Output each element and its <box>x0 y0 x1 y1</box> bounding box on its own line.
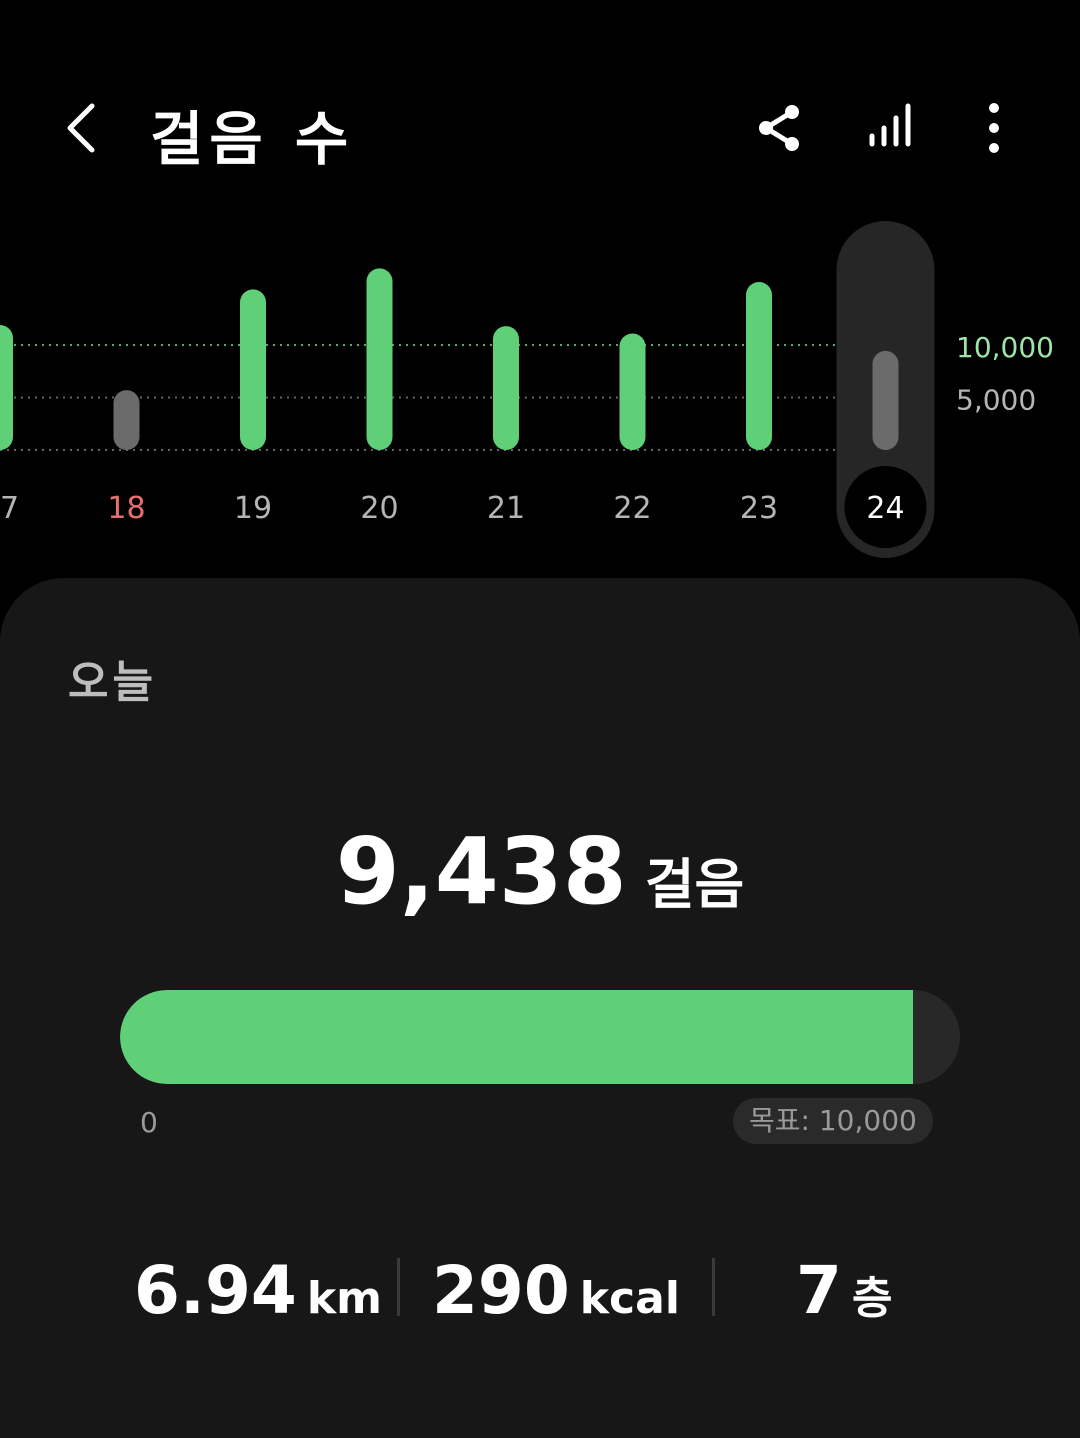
distance-unit: km <box>306 1273 382 1324</box>
day-label-17[interactable]: 17 <box>0 491 19 526</box>
floors-unit: 층 <box>851 1273 893 1324</box>
distance-value: 6.94 <box>134 1252 297 1329</box>
chevron-left-icon <box>67 103 95 153</box>
distance-stat: 6.94 km <box>134 1252 382 1329</box>
bar-19[interactable] <box>240 289 266 450</box>
day-label-18[interactable]: 18 <box>107 491 145 526</box>
day-label-23[interactable]: 23 <box>740 491 778 526</box>
calories-value: 290 <box>432 1252 570 1329</box>
bar-17[interactable] <box>0 325 13 450</box>
more-options-button[interactable] <box>966 100 1022 156</box>
bar-20[interactable] <box>366 268 393 450</box>
calories-stat: 290 kcal <box>432 1252 680 1329</box>
bar-22[interactable] <box>619 333 646 450</box>
share-button[interactable] <box>752 100 808 156</box>
day-label-24[interactable]: 24 <box>866 491 904 526</box>
back-button[interactable] <box>62 100 106 156</box>
day-label-19[interactable]: 19 <box>234 491 272 526</box>
goal-badge[interactable]: 목표: 10,000 <box>733 1098 933 1144</box>
bar-18[interactable] <box>113 390 140 450</box>
day-label-22[interactable]: 22 <box>613 491 651 526</box>
bar-24[interactable] <box>872 350 899 450</box>
y-tick-label: 5,000 <box>956 384 1036 417</box>
progress-min-label: 0 <box>140 1106 158 1139</box>
calories-unit: kcal <box>579 1273 680 1324</box>
share-icon <box>759 105 799 151</box>
floors-value: 7 <box>796 1252 842 1329</box>
app-header: 걸음 수 <box>0 0 1080 220</box>
steps-bar-chart: 17 18 19 20 21 22 23 24 10,000 5,000 <box>0 221 1054 558</box>
page-title: 걸음 수 <box>150 105 355 173</box>
more-vertical-icon <box>989 103 999 153</box>
steps-unit: 걸음 <box>644 853 745 916</box>
stat-divider <box>397 1258 400 1316</box>
steps-count: 9,438 걸음 <box>0 818 1080 925</box>
bar-chart-icon <box>869 103 911 147</box>
today-label: 오늘 <box>68 657 157 708</box>
day-label-21[interactable]: 21 <box>487 491 525 526</box>
chart-view-button[interactable] <box>864 100 920 156</box>
stat-divider <box>712 1258 715 1316</box>
goal-progress-fill <box>120 990 913 1084</box>
day-label-20[interactable]: 20 <box>360 491 398 526</box>
bar-23[interactable] <box>746 282 772 450</box>
selected-day-circle <box>844 466 927 548</box>
steps-value: 9,438 <box>335 818 627 925</box>
y-tick-label: 10,000 <box>956 331 1054 364</box>
bar-21[interactable] <box>493 326 519 450</box>
goal-progress-bar <box>120 990 960 1084</box>
